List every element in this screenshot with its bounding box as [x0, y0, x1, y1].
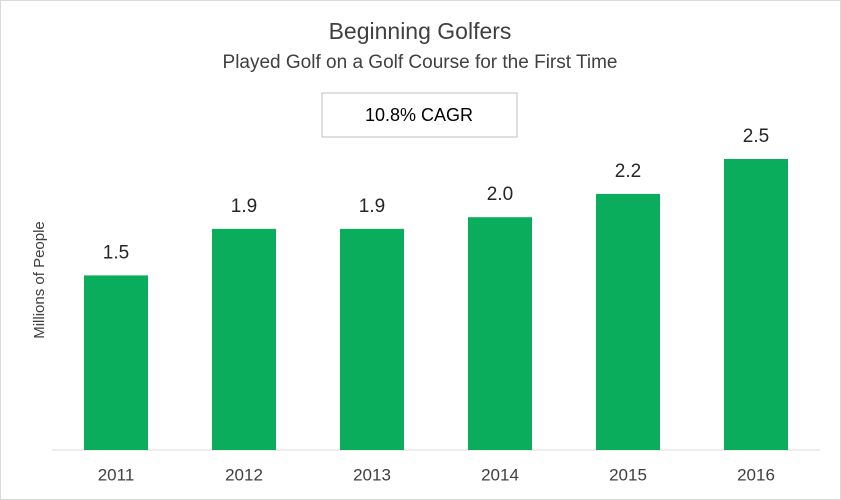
bar: [84, 275, 148, 450]
x-tick-label: 2014: [481, 465, 519, 484]
bar: [596, 193, 660, 451]
bar: [212, 228, 276, 450]
bar: [340, 228, 404, 450]
data-label: 2.2: [615, 161, 641, 182]
x-tick-label: 2012: [225, 465, 263, 484]
x-tick-label: 2013: [353, 465, 391, 484]
data-label: 2.0: [487, 184, 513, 205]
data-label: 1.9: [231, 196, 257, 217]
x-tick-label: 2016: [737, 465, 775, 484]
chart-title: Beginning Golfers: [329, 18, 512, 44]
bar: [468, 217, 532, 450]
y-axis-label: Millions of People: [31, 221, 48, 339]
bar: [724, 159, 788, 450]
data-label: 1.5: [103, 242, 129, 263]
annotation-box: [321, 92, 518, 138]
data-label: 1.9: [359, 196, 385, 217]
chart-subtitle: Played Golf on a Golf Course for the Fir…: [223, 52, 618, 73]
data-label: 2.5: [743, 126, 769, 147]
x-tick-label: 2011: [98, 465, 135, 484]
annotation: 10.8% CAGR: [365, 105, 473, 125]
x-tick-label: 2015: [609, 465, 647, 484]
